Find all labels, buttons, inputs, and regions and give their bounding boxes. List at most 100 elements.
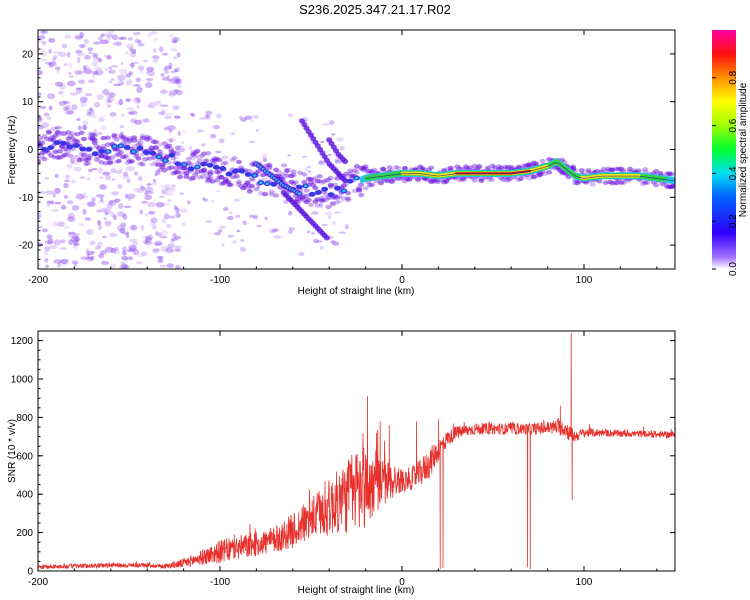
noise-speckle [104, 67, 108, 72]
ridge-blob-core [227, 172, 231, 176]
noise-speckle [100, 33, 105, 38]
ridge-halo-blob [65, 130, 72, 135]
noise-speckle [339, 145, 345, 151]
noise-speckle [108, 232, 118, 238]
noise-speckle [227, 234, 235, 238]
ridge-halo-blob [297, 170, 304, 175]
noise-speckle [79, 176, 86, 180]
noise-speckle [176, 52, 181, 58]
noise-speckle [171, 36, 180, 43]
noise-speckle [48, 62, 54, 69]
noise-speckle [45, 264, 49, 268]
noise-speckle [121, 174, 130, 180]
ridge-halo-blob [334, 195, 341, 200]
ridge-halo-blob [308, 202, 314, 207]
noise-speckle [93, 57, 102, 62]
ridge-blob-core [342, 189, 346, 193]
noise-speckle [140, 185, 146, 191]
ridge-halo-blob [166, 166, 172, 171]
noise-speckle [64, 179, 70, 183]
ridge-halo-blob [48, 135, 55, 140]
noise-speckle [191, 113, 196, 117]
noise-speckle [141, 200, 148, 204]
snr-ytick-label: 0 [27, 567, 33, 578]
noise-speckle [287, 113, 294, 118]
noise-speckle [108, 92, 116, 98]
noise-speckle [154, 101, 162, 106]
noise-speckle [109, 200, 114, 204]
noise-speckle [154, 240, 163, 247]
ridge-blob-core [252, 174, 257, 177]
ridge-blob-core [131, 150, 136, 153]
ridge-halo-blob [233, 174, 240, 179]
noise-speckle [163, 127, 169, 131]
noise-speckle [169, 215, 175, 219]
ridge-halo-blob [500, 177, 507, 182]
noise-speckle [189, 155, 196, 160]
noise-speckle [166, 187, 175, 193]
noise-speckle [76, 52, 85, 57]
ridge-halo-blob [476, 164, 483, 169]
noise-speckle [76, 87, 83, 94]
noise-speckle [76, 56, 81, 64]
noise-speckle [165, 112, 174, 118]
ridge-halo-blob [290, 181, 297, 186]
ridge-halo-blob [626, 166, 633, 171]
ridge-halo-blob [150, 155, 157, 160]
noise-speckle [67, 231, 76, 235]
noise-speckle [118, 36, 124, 41]
ridge-halo-blob [115, 152, 122, 157]
ridge-halo-blob [131, 138, 138, 143]
noise-speckle [105, 91, 115, 98]
ridge-blob [321, 186, 329, 192]
ridge-halo-blob [502, 164, 509, 169]
noise-speckle [93, 129, 98, 134]
ridge-halo-blob [61, 131, 68, 136]
ridge-halo-blob [194, 169, 201, 174]
ridge-halo-blob [196, 158, 203, 163]
ridge-halo-blob [279, 176, 286, 181]
noise-speckle [49, 235, 54, 241]
ridge-halo-blob [246, 189, 253, 194]
noise-speckle [82, 208, 87, 215]
noise-speckle [137, 40, 142, 44]
noise-speckle [270, 229, 277, 233]
noise-speckle [49, 201, 55, 205]
ridge-halo-blob [299, 195, 306, 200]
ridge-blob-core [265, 182, 270, 185]
noise-speckle [153, 37, 158, 42]
noise-speckle [120, 222, 127, 227]
ridge-halo-blob [128, 159, 135, 164]
noise-speckle [53, 54, 58, 60]
noise-speckle [155, 231, 159, 236]
noise-speckle [38, 263, 41, 267]
ridge-blob [314, 190, 322, 195]
ridge-halo-blob [59, 144, 65, 150]
ridge-halo-blob [100, 135, 107, 141]
noise-speckle [50, 126, 59, 131]
noise-speckle [173, 89, 179, 93]
noise-speckle [164, 213, 170, 220]
noise-speckle [98, 224, 103, 231]
ridge-blob [206, 162, 214, 168]
noise-speckle [65, 174, 70, 179]
ridge-halo-blob [321, 198, 328, 203]
noise-speckle [216, 113, 222, 119]
noise-speckle [60, 204, 67, 210]
noise-speckle [244, 168, 248, 173]
ridge-halo-blob [367, 169, 373, 174]
ridge-halo-blob [467, 165, 474, 170]
ridge-halo-blob [290, 169, 297, 174]
ridge-blob [168, 152, 176, 158]
ridge-halo-blob [443, 179, 450, 184]
noise-speckle [94, 101, 101, 108]
noise-speckle [38, 212, 42, 219]
noise-speckle [161, 217, 167, 224]
ridge-halo-blob [67, 154, 74, 159]
noise-speckle [336, 199, 344, 203]
noise-speckle [173, 235, 182, 240]
ridge-blob-core [182, 163, 187, 166]
noise-speckle [148, 101, 157, 109]
noise-speckle [158, 257, 163, 261]
noise-speckle [86, 108, 94, 114]
